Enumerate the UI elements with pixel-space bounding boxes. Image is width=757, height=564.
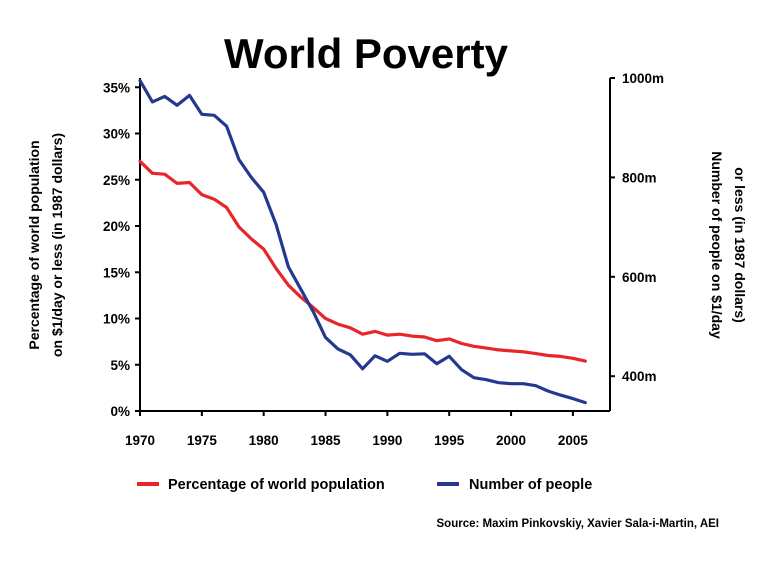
x-tick-label: 1970: [125, 433, 155, 448]
right-tick-label: 400m: [622, 369, 657, 384]
x-tick-label: 1995: [434, 433, 465, 448]
series-line-percentage: [138, 159, 587, 363]
x-tick-label: 2005: [558, 433, 589, 448]
left-tick-label: 10%: [103, 312, 130, 327]
left-tick-label: 25%: [103, 173, 130, 188]
left-axis-title-line-2: on $1/day or less (in 1987 dollars): [49, 133, 65, 357]
right-tick-label: 600m: [622, 270, 657, 285]
x-tick-label: 1985: [311, 433, 342, 448]
left-tick-label: 5%: [110, 358, 130, 373]
right-axis-ticks: 400m 600m 800m 1000m: [610, 71, 664, 384]
right-tick-label: 1000m: [622, 71, 664, 86]
left-tick-label: 30%: [103, 127, 130, 142]
x-tick-label: 2000: [496, 433, 526, 448]
left-tick-label: 15%: [103, 265, 130, 280]
left-tick-label: 35%: [103, 80, 130, 95]
right-axis-title-line-2: or less (in 1987 dollars): [732, 167, 748, 323]
x-axis-ticks: 1970 1975 1980 1985 1990 1995 2000 2005: [125, 411, 588, 448]
right-axis-title-line-1: Number of people on $1/day: [709, 151, 725, 339]
chart-title: World Poverty: [224, 30, 509, 77]
series-line-number: [138, 78, 587, 405]
legend-label-percentage: Percentage of world population: [168, 477, 385, 493]
legend: Percentage of world population Number of…: [137, 477, 592, 493]
left-tick-label: 0%: [110, 404, 130, 419]
left-axis-title-line-1: Percentage of world population: [26, 140, 42, 349]
x-tick-label: 1975: [187, 433, 218, 448]
right-axis-title: Number of people on $1/day or less (in 1…: [709, 151, 748, 339]
series-lines: [138, 78, 587, 405]
right-tick-label: 800m: [622, 170, 657, 185]
left-tick-label: 20%: [103, 219, 130, 234]
legend-label-number: Number of people: [469, 477, 592, 493]
source-note: Source: Maxim Pinkovskiy, Xavier Sala-i-…: [437, 518, 720, 530]
x-tick-label: 1990: [372, 433, 402, 448]
x-tick-label: 1980: [249, 433, 279, 448]
left-axis-ticks: 0% 5% 10% 15% 20% 25% 30% 35%: [103, 80, 140, 419]
left-axis-title: Percentage of world population on $1/day…: [26, 133, 65, 357]
axes: [139, 78, 611, 412]
